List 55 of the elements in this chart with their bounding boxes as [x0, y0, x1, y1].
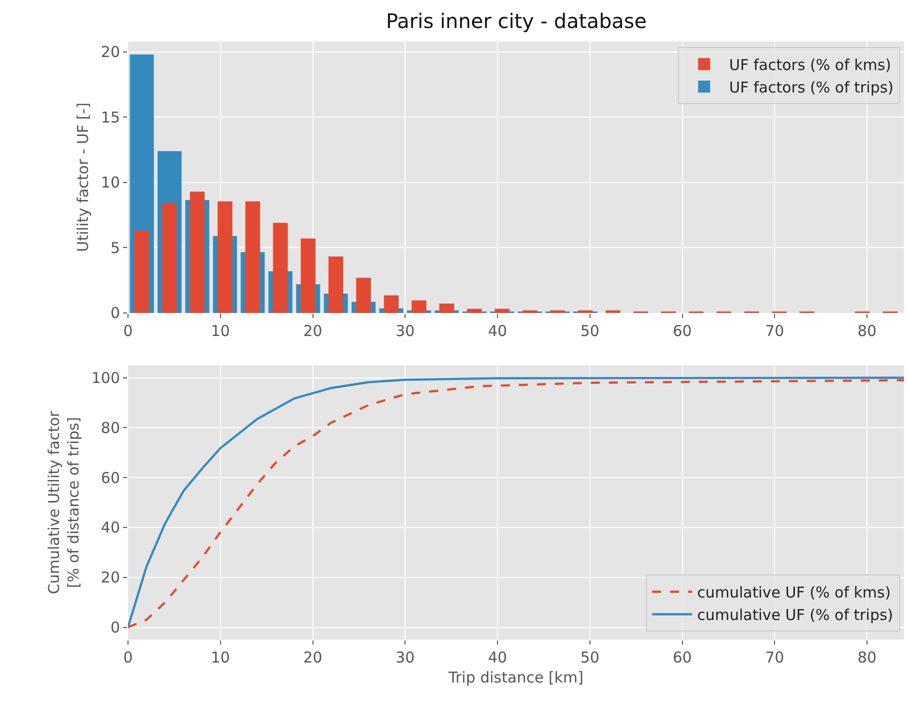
- legend-label: cumulative UF (% of trips): [697, 606, 894, 624]
- y-tick-label: 80: [100, 418, 120, 437]
- x-tick-label: 20: [303, 322, 322, 340]
- bar: [550, 310, 565, 313]
- bar: [190, 192, 205, 313]
- x-tick-label: 70: [765, 322, 784, 340]
- x-tick-label: 80: [858, 322, 877, 340]
- y-tick-label: 15: [100, 108, 120, 126]
- x-tick-label: 30: [396, 322, 415, 340]
- y-tick-label: 0: [110, 618, 120, 637]
- bar: [328, 256, 344, 313]
- bar: [494, 308, 510, 313]
- y-tick-label: 20: [100, 568, 120, 587]
- y-tick-label: 0: [110, 304, 120, 322]
- x-tick-label: 20: [303, 648, 322, 667]
- y-tick-label: 100: [91, 369, 120, 388]
- bar: [273, 222, 288, 313]
- bar: [522, 310, 538, 313]
- bar: [134, 230, 150, 313]
- y-tick-label: 20: [100, 43, 120, 62]
- bar: [578, 310, 593, 313]
- y-tick-label: 60: [100, 468, 120, 487]
- x-tick-label: 10: [210, 322, 230, 340]
- x-tick-label: 50: [580, 648, 600, 667]
- bar: [439, 304, 454, 313]
- x-tick-label: 10: [210, 648, 230, 667]
- x-tick-label: 80: [858, 648, 877, 667]
- y-tick-label: 10: [100, 174, 120, 192]
- bar: [245, 201, 260, 313]
- x-axis-title: Trip distance [km]: [448, 668, 584, 687]
- x-tick-label: 0: [123, 648, 133, 667]
- legend-label: cumulative UF (% of kms): [697, 584, 891, 602]
- bar: [162, 203, 177, 313]
- bar: [356, 278, 371, 313]
- bar: [384, 295, 399, 313]
- legend-label: UF factors (% of kms): [729, 56, 892, 74]
- chart-title: Paris inner city - database: [386, 9, 647, 33]
- bar: [467, 308, 482, 313]
- bar: [300, 238, 316, 313]
- x-tick-label: 60: [672, 648, 692, 667]
- y-tick-label: 5: [110, 238, 120, 257]
- x-tick-label: 40: [488, 648, 508, 667]
- x-tick-label: 0: [123, 322, 133, 340]
- legend-label: UF factors (% of trips): [729, 78, 894, 96]
- x-tick-label: 40: [488, 322, 508, 340]
- x-tick-label: 60: [672, 322, 692, 340]
- y-axis-title: Utility factor - UF [-]: [74, 102, 92, 252]
- x-tick-label: 30: [396, 648, 415, 667]
- x-tick-label: 50: [580, 322, 600, 340]
- bar: [218, 201, 232, 313]
- bar: [606, 310, 620, 313]
- x-tick-label: 70: [765, 648, 784, 667]
- y-tick-label: 40: [100, 518, 120, 537]
- bar: [412, 300, 426, 313]
- y-axis-title: Cumulative Utility factor [% of distance of trips]: [45, 410, 83, 594]
